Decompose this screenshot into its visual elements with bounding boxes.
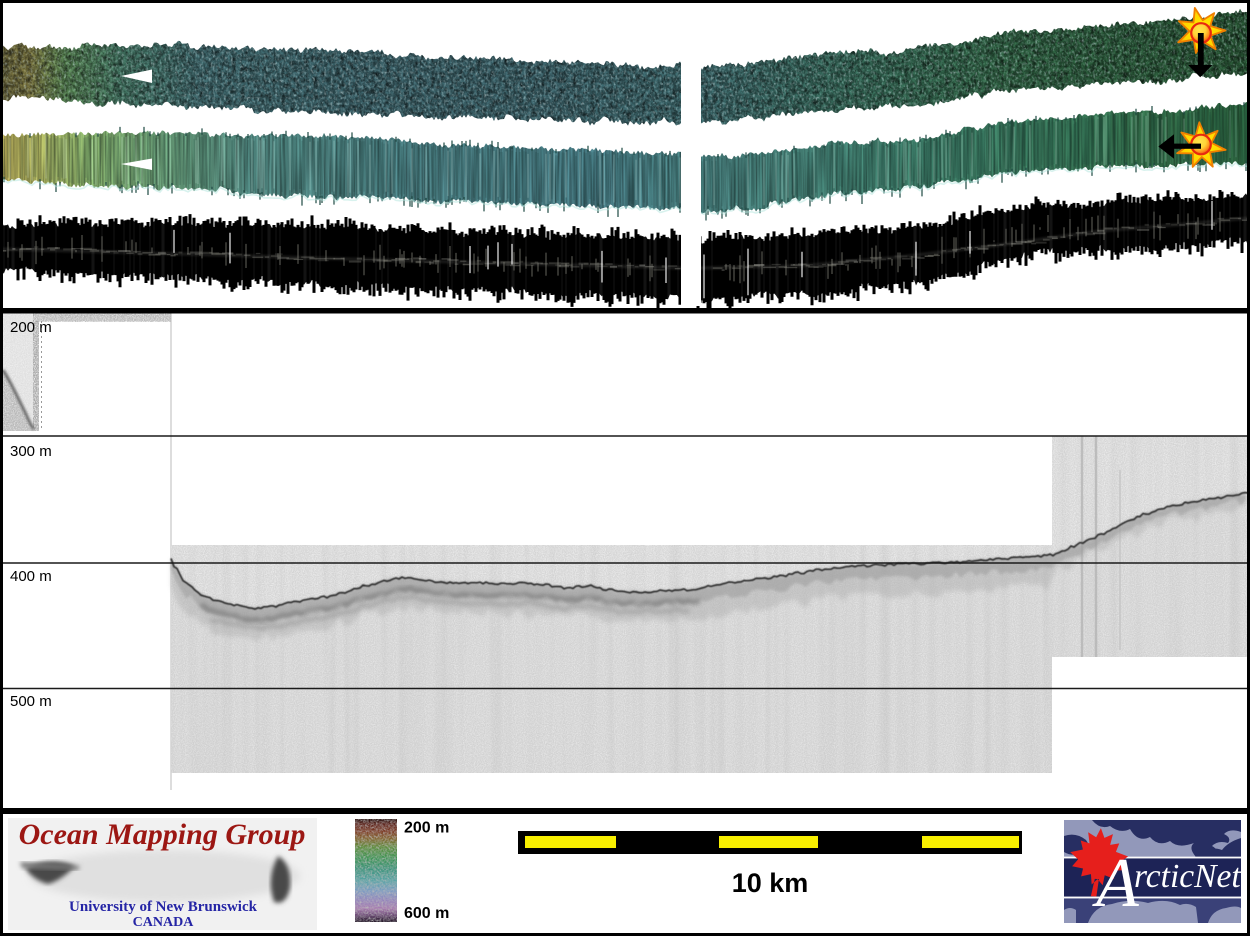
svg-text:CANADA: CANADA xyxy=(133,915,195,930)
svg-text:300 m: 300 m xyxy=(10,443,52,460)
svg-text:Ocean Mapping Group: Ocean Mapping Group xyxy=(19,818,306,851)
svg-text:400 m: 400 m xyxy=(10,568,52,585)
svg-text:500 m: 500 m xyxy=(10,693,52,710)
svg-text:University of New Brunswick: University of New Brunswick xyxy=(69,899,258,915)
svg-text:rcticNet: rcticNet xyxy=(1134,858,1241,895)
svg-text:200 m: 200 m xyxy=(10,319,52,336)
svg-text:10 km: 10 km xyxy=(732,868,809,898)
svg-text:600 m: 600 m xyxy=(404,905,449,922)
svg-text:200 m: 200 m xyxy=(404,820,449,837)
svg-text:A: A xyxy=(1092,845,1139,922)
